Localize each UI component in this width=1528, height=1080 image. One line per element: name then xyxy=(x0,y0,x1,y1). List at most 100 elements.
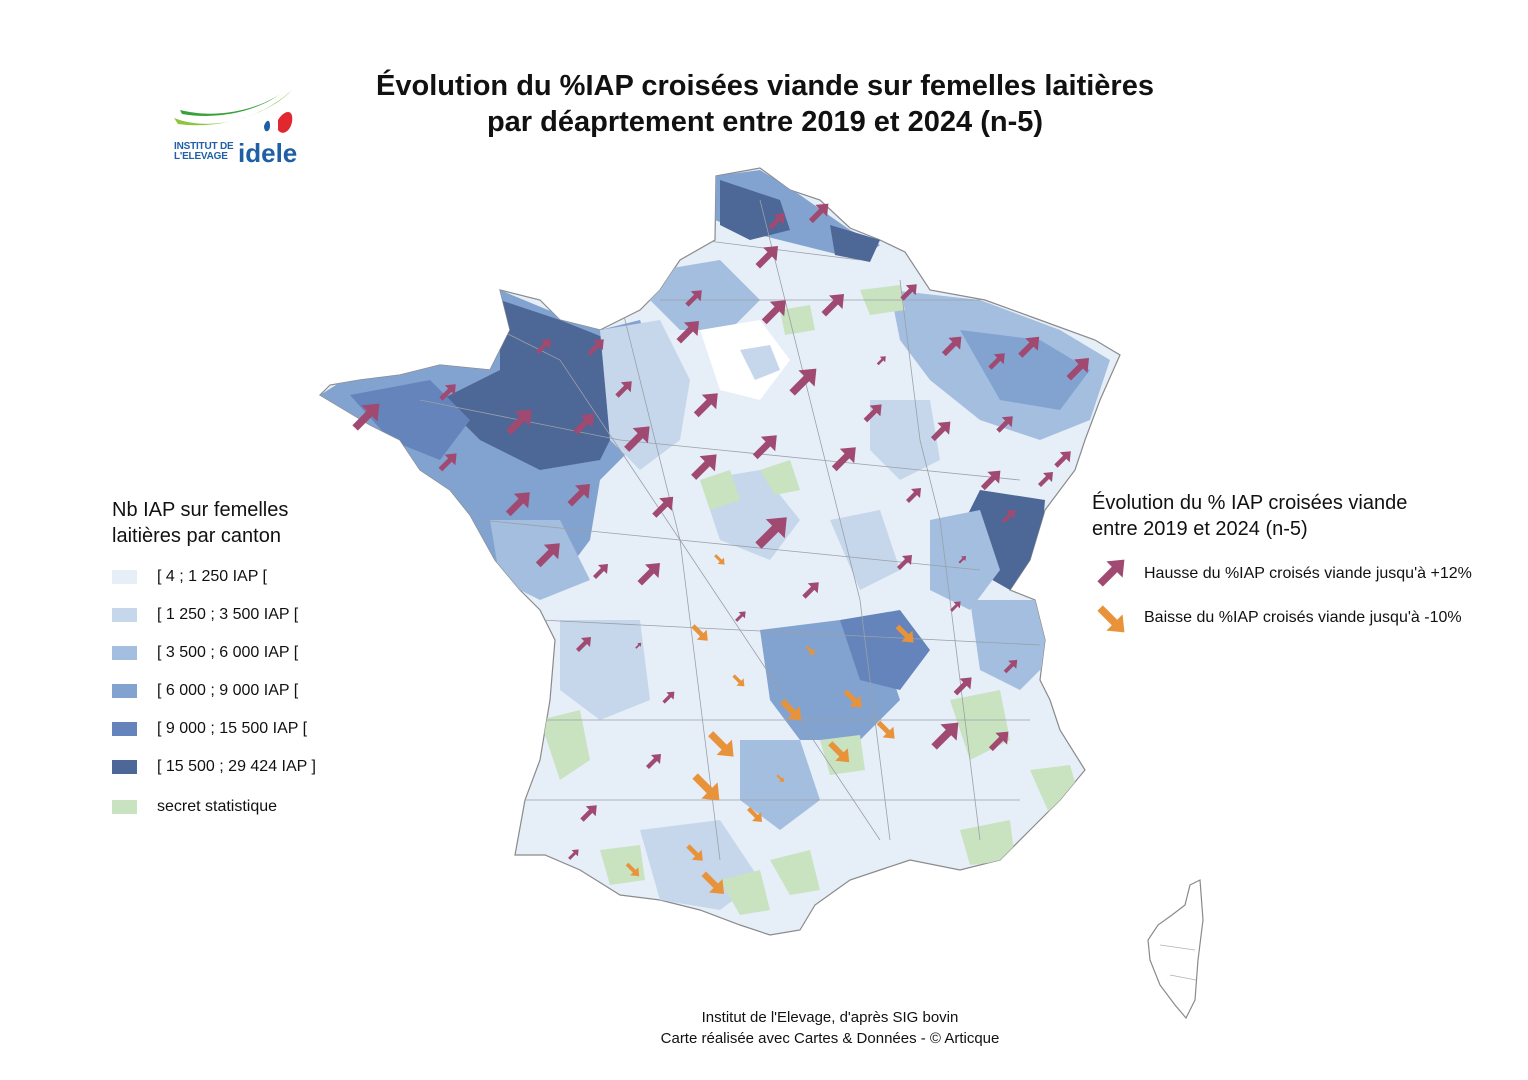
increase-arrow xyxy=(950,601,961,612)
decrease-arrow xyxy=(692,773,720,801)
decrease-arrow xyxy=(843,689,862,708)
legend-evolution: Évolution du % IAP croisées viande entre… xyxy=(1092,490,1522,633)
logo-text-line2: L'ELEVAGE xyxy=(174,151,228,162)
increase-arrow xyxy=(755,517,787,549)
legend-canton-iap: Nb IAP sur femelles laitières par canton… xyxy=(112,497,372,815)
corsica xyxy=(1147,879,1204,1020)
logo-text-line1: INSTITUT DE xyxy=(174,141,234,152)
increase-arrow xyxy=(676,321,699,344)
increase-arrow xyxy=(635,642,642,649)
increase-arrow xyxy=(693,393,718,418)
increase-arrow xyxy=(789,368,817,396)
increase-arrow xyxy=(906,488,921,503)
legend-label: [ 3 500 ; 6 000 IAP [ xyxy=(157,644,299,661)
decrease-arrow xyxy=(701,871,724,894)
legend-evolution-title: Évolution du % IAP croisées viande entre… xyxy=(1092,490,1522,542)
legend-swatch xyxy=(112,646,137,660)
decrease-arrow xyxy=(805,645,815,655)
increase-arrow xyxy=(615,381,632,398)
decrease-arrow xyxy=(714,554,725,565)
increase-arrow xyxy=(752,435,777,460)
decrease-arrow xyxy=(747,807,762,822)
increase-arrow xyxy=(941,336,962,357)
legend-up-label: Hausse du %IAP croisés viande jusqu'à +1… xyxy=(1144,565,1472,582)
increase-arrow xyxy=(802,582,819,599)
increase-arrow xyxy=(662,691,675,704)
legend-down-label: Baisse du %IAP croisés viande jusqu'à -1… xyxy=(1144,609,1462,626)
title-line-1: Évolution du %IAP croisées viande sur fe… xyxy=(376,70,1154,102)
increase-arrow xyxy=(652,496,674,518)
title-line-2: par déaprtement entre 2019 et 2024 (n-5) xyxy=(486,106,1044,138)
legend-swatch xyxy=(112,608,137,622)
increase-arrow xyxy=(831,447,856,472)
decrease-arrow xyxy=(776,774,784,782)
increase-arrow xyxy=(691,454,717,480)
increase-arrow xyxy=(735,611,746,622)
increase-arrow xyxy=(1001,509,1016,524)
increase-arrow xyxy=(573,413,595,435)
logo-brand: idele xyxy=(238,138,298,168)
legend-swatch xyxy=(112,760,137,774)
idele-logo: INSTITUT DE L'ELEVAGE idele xyxy=(160,80,310,175)
increase-arrow xyxy=(768,213,785,230)
increase-arrow xyxy=(439,384,456,401)
increase-arrow xyxy=(808,203,829,224)
increase-arrow xyxy=(593,564,608,579)
legend-swatch xyxy=(112,570,137,584)
decrease-arrow xyxy=(708,731,734,757)
legend-swatch xyxy=(112,800,137,814)
map-title: Évolution du %IAP croisées viande sur fe… xyxy=(300,68,1230,140)
decrease-arrow xyxy=(625,862,640,877)
increase-arrow xyxy=(685,290,702,307)
increase-arrow xyxy=(535,543,560,568)
legend-evolution-title-line1: Évolution du % IAP croisées viande xyxy=(1092,492,1408,514)
increase-arrow xyxy=(576,637,591,652)
decrease-arrow xyxy=(732,674,745,687)
increase-arrow xyxy=(863,404,882,423)
increase-arrow xyxy=(1003,659,1018,674)
decrease-arrow xyxy=(895,624,914,643)
increase-arrow xyxy=(980,470,1001,491)
increase-arrow xyxy=(930,421,951,442)
source-line1: Institut de l'Elevage, d'après SIG bovin xyxy=(701,1009,959,1026)
logo-swoosh-icon xyxy=(174,90,293,133)
legend-label: [ 9 000 ; 15 500 IAP [ xyxy=(157,720,308,737)
legend-label: secret statistique xyxy=(157,798,278,815)
decrease-arrow xyxy=(686,844,703,861)
decrease-arrow xyxy=(691,624,708,641)
increase-arrow xyxy=(897,555,912,570)
increase-arrow xyxy=(755,246,778,269)
increase-arrow xyxy=(821,294,844,317)
increase-arrow xyxy=(506,409,532,435)
department-arrows xyxy=(352,203,1089,894)
source-line2: Carte réalisée avec Cartes & Données - ©… xyxy=(660,1030,1000,1047)
legend-up-item: Hausse du %IAP croisés viande jusqu'à +1… xyxy=(1092,556,1522,596)
increase-arrow xyxy=(567,484,590,507)
increase-arrow xyxy=(931,722,959,750)
increase-arrow xyxy=(876,356,886,366)
increase-arrow xyxy=(988,353,1005,370)
source-note: Institut de l'Elevage, d'après SIG bovin… xyxy=(560,1007,1100,1049)
legend-down-item: Baisse du %IAP croisés viande jusqu'à -1… xyxy=(1092,600,1522,640)
legend-label: [ 15 500 ; 29 424 IAP ] xyxy=(157,758,316,775)
decrease-arrow xyxy=(876,720,895,739)
legend-evolution-title-line2: entre 2019 et 2024 (n-5) xyxy=(1092,518,1308,540)
increase-arrow xyxy=(900,284,917,301)
legend-swatch xyxy=(112,722,137,736)
legend-label: [ 4 ; 1 250 IAP [ xyxy=(157,568,267,585)
increase-arrow xyxy=(646,754,661,769)
increase-arrow xyxy=(624,426,650,452)
legend-label: [ 1 250 ; 3 500 IAP [ xyxy=(157,606,299,623)
decrease-arrow xyxy=(780,699,802,721)
increase-arrow xyxy=(1054,451,1071,468)
legend-swatch xyxy=(112,684,137,698)
increase-arrow xyxy=(580,805,597,822)
increase-arrow xyxy=(996,416,1013,433)
increase-arrow xyxy=(536,339,551,354)
increase-arrow xyxy=(505,492,530,517)
increase-arrow xyxy=(761,300,786,325)
increase-arrow xyxy=(958,556,966,564)
increase-arrow xyxy=(1038,472,1053,487)
legend-label: [ 6 000 ; 9 000 IAP [ xyxy=(157,682,299,699)
